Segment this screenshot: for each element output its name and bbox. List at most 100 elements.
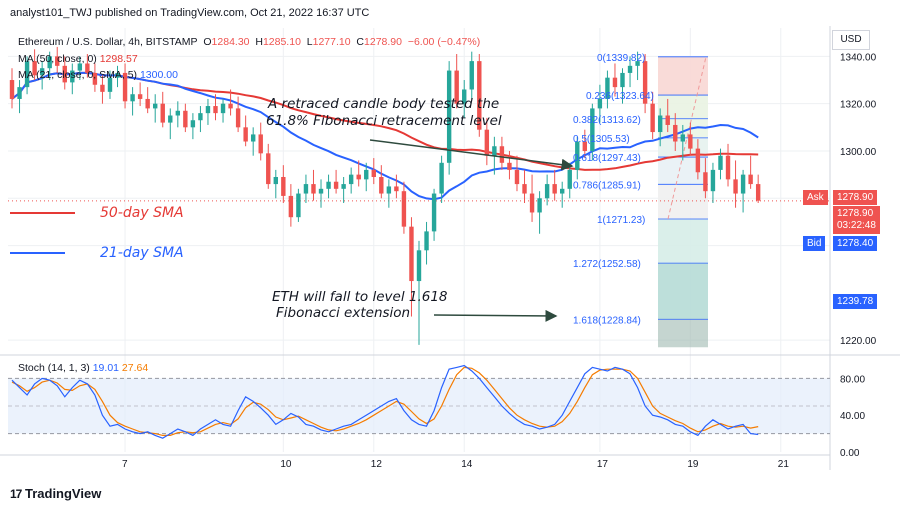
ma50-legend[interactable]: MA (50, close, 0) 1298.57 bbox=[18, 53, 138, 65]
candle-body bbox=[477, 61, 482, 130]
moving-averages bbox=[8, 71, 830, 254]
candle-body bbox=[514, 169, 520, 185]
candle-body bbox=[620, 72, 625, 88]
candle-body bbox=[318, 188, 324, 194]
price-tick-label: 1340.00 bbox=[840, 52, 877, 63]
candle-body bbox=[288, 195, 294, 218]
ma21-legend[interactable]: MA (21, close, 0, SMA, 5) 1300.00 bbox=[18, 69, 178, 81]
candle-body bbox=[439, 162, 444, 194]
stoch-legend[interactable]: Stoch (14, 1, 3) 19.01 27.64 bbox=[18, 362, 149, 374]
candle-body bbox=[250, 134, 256, 142]
candle-body bbox=[688, 134, 693, 149]
candle-body bbox=[145, 98, 150, 109]
candle-body bbox=[522, 184, 527, 194]
candle-body bbox=[597, 98, 603, 109]
candle-body bbox=[560, 188, 565, 194]
candle-body bbox=[77, 63, 83, 71]
candle-body bbox=[748, 174, 753, 185]
candle-body bbox=[703, 172, 708, 192]
ask-price-tag: 1278.90 bbox=[833, 190, 878, 205]
ma21-value: 1300.00 bbox=[139, 69, 178, 81]
candle-body bbox=[55, 56, 60, 66]
candle-body bbox=[446, 70, 452, 163]
fib-zone bbox=[658, 56, 708, 96]
candle-body bbox=[273, 176, 278, 185]
candle-body bbox=[454, 70, 459, 104]
fall-annotation-line1: ETH will fall to level 1.618 bbox=[272, 289, 448, 305]
candle-body bbox=[650, 103, 655, 133]
retrace-annotation-line1: A retraced candle body tested the bbox=[268, 96, 500, 112]
candles bbox=[9, 46, 761, 345]
tradingview-logo[interactable]: 17 TradingView bbox=[10, 486, 102, 501]
time-tick-label: 14 bbox=[461, 459, 473, 470]
candle-body bbox=[635, 61, 640, 66]
candle-body bbox=[333, 181, 339, 189]
candle-body bbox=[710, 169, 716, 192]
candle-body bbox=[160, 103, 165, 123]
fib-level-label: 0.618(1297.43) bbox=[573, 153, 641, 164]
fibonacci-labels: 0(1339.82) 0.236(1323.64) 0.382(1313.62) 0.… bbox=[573, 53, 654, 326]
change-value: −6.00 (−0.47%) bbox=[407, 36, 481, 48]
ma50-value: 1298.57 bbox=[99, 53, 138, 65]
publish-header: analyst101_TWJ published on TradingView.… bbox=[0, 0, 900, 26]
candle-body bbox=[107, 77, 113, 92]
bid-tag: Bid bbox=[803, 236, 826, 251]
candle-body bbox=[100, 84, 105, 92]
candle-body bbox=[537, 198, 542, 213]
candle-body bbox=[266, 153, 271, 185]
candle-body bbox=[62, 65, 67, 83]
stoch-d-value: 27.64 bbox=[121, 362, 149, 374]
target-price-tag: 1239.78 bbox=[833, 294, 878, 309]
fib-zone bbox=[658, 319, 708, 348]
candle-body bbox=[582, 141, 588, 151]
stochastic-panel: 80.00 40.00 0.00 bbox=[8, 364, 865, 459]
candle-body bbox=[680, 134, 685, 142]
candle-body bbox=[755, 184, 761, 201]
fib-level-label: 1.272(1252.58) bbox=[573, 259, 641, 270]
time-tick-label: 17 bbox=[597, 459, 609, 470]
candle-body bbox=[303, 184, 309, 194]
time-tick-label: 19 bbox=[687, 459, 699, 470]
author-name[interactable]: analyst101_TWJ bbox=[10, 7, 92, 19]
time-axis: 7 10 12 14 17 19 21 bbox=[0, 454, 830, 470]
publish-text: published on TradingView.com, Oct 21, 20… bbox=[95, 7, 370, 19]
symbol-legend[interactable]: Ethereum / U.S. Dollar, 4h, BITSTAMP O12… bbox=[18, 36, 481, 48]
fib-level-label: 1.618(1228.84) bbox=[573, 315, 641, 326]
candle-body bbox=[213, 106, 218, 114]
tv-logo-icon: 17 bbox=[10, 487, 22, 501]
candle-body bbox=[130, 94, 135, 102]
fib-zone bbox=[658, 263, 708, 320]
candle-body bbox=[394, 186, 399, 192]
candle-body bbox=[168, 115, 173, 123]
candle-countdown: 03:22:48 bbox=[837, 220, 876, 231]
candle-body bbox=[507, 162, 512, 170]
candle-body bbox=[24, 61, 30, 88]
time-tick-label: 12 bbox=[371, 459, 383, 470]
candle-body bbox=[296, 193, 301, 218]
publish-info: analyst101_TWJ published on TradingView.… bbox=[10, 7, 369, 19]
target-arrow bbox=[433, 309, 558, 322]
fib-level-label: 1(1271.23) bbox=[597, 215, 645, 226]
candle-body bbox=[484, 129, 490, 156]
stoch-k-value: 19.01 bbox=[92, 362, 119, 374]
candle-body bbox=[228, 103, 233, 109]
time-tick-label: 7 bbox=[122, 459, 128, 470]
candle-body bbox=[220, 103, 226, 114]
candle-body bbox=[137, 94, 143, 99]
retrace-annotation-line2: 61.8% Fibonacci retracement level bbox=[266, 113, 502, 129]
fibonacci-tool bbox=[658, 56, 708, 348]
fall-annotation-line2: Fibonacci extension bbox=[276, 305, 411, 321]
last-price: 1278.90 bbox=[837, 208, 874, 219]
currency-button[interactable]: USD bbox=[832, 30, 870, 50]
candle-body bbox=[371, 169, 376, 177]
stoch-tick-label: 40.00 bbox=[840, 411, 865, 422]
candle-body bbox=[348, 174, 354, 185]
candle-body bbox=[725, 155, 731, 180]
candle-body bbox=[281, 176, 286, 196]
stoch-d-line bbox=[11, 366, 759, 436]
candle-body bbox=[665, 115, 670, 125]
high-value: 1285.10 bbox=[262, 36, 301, 48]
candle-body bbox=[499, 146, 505, 163]
time-tick-label: 10 bbox=[280, 459, 292, 470]
